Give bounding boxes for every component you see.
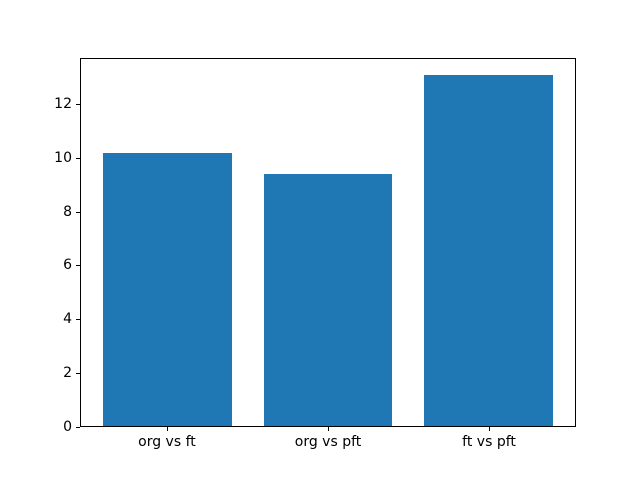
y-tick-mark <box>76 211 80 213</box>
bar <box>263 174 393 426</box>
y-tick-label: 6 <box>63 257 72 274</box>
y-tick-label: 0 <box>63 419 72 435</box>
bar <box>103 152 232 426</box>
y-tick-mark <box>76 103 80 105</box>
y-tick-mark <box>76 157 80 159</box>
y-tick-label: 10 <box>54 149 72 166</box>
y-tick-mark <box>76 427 80 428</box>
y-tick-label: 12 <box>54 95 72 112</box>
bar <box>424 75 553 426</box>
x-tick-mark <box>328 427 329 431</box>
y-tick-label: 2 <box>63 365 72 382</box>
y-tick-label: 8 <box>63 203 72 220</box>
x-tick-mark <box>489 427 491 431</box>
y-tick-mark <box>76 265 80 267</box>
plot-area <box>80 58 576 427</box>
x-tick-label: ft vs pft <box>462 434 516 450</box>
x-tick-mark <box>166 427 168 431</box>
y-tick-label: 4 <box>63 311 72 328</box>
x-tick-label: org vs pft <box>294 434 362 450</box>
y-tick-mark <box>76 319 80 321</box>
y-tick-mark <box>76 373 80 375</box>
x-tick-label: org vs ft <box>138 434 196 450</box>
